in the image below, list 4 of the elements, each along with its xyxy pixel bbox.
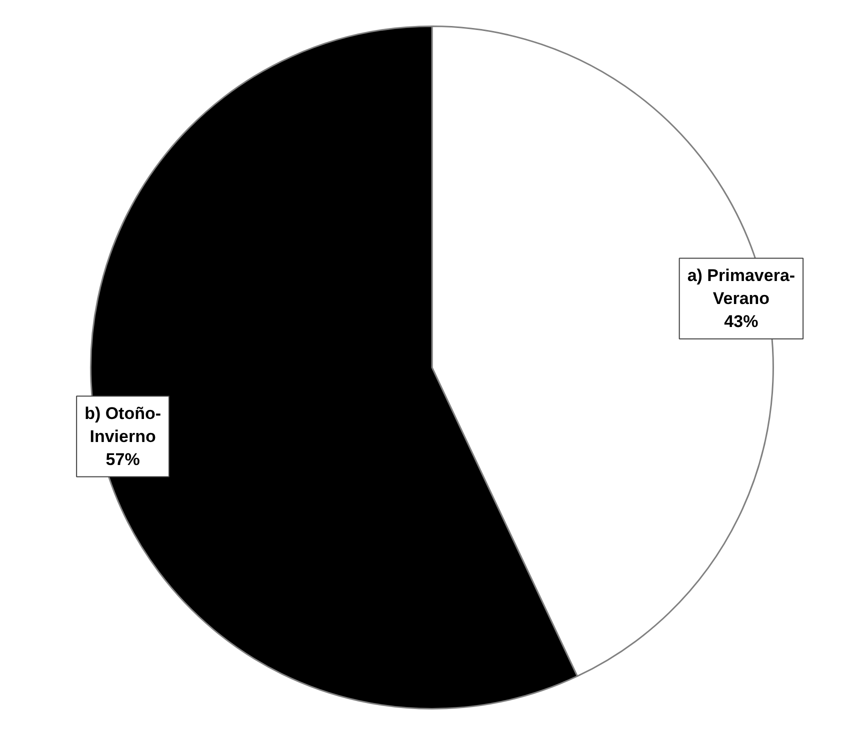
data-label: 43% bbox=[724, 312, 758, 331]
slice-label: a) Primavera-Verano bbox=[687, 266, 796, 308]
slice-label: b) Otoño-Invierno bbox=[84, 404, 162, 446]
data-label: 57% bbox=[106, 450, 140, 469]
